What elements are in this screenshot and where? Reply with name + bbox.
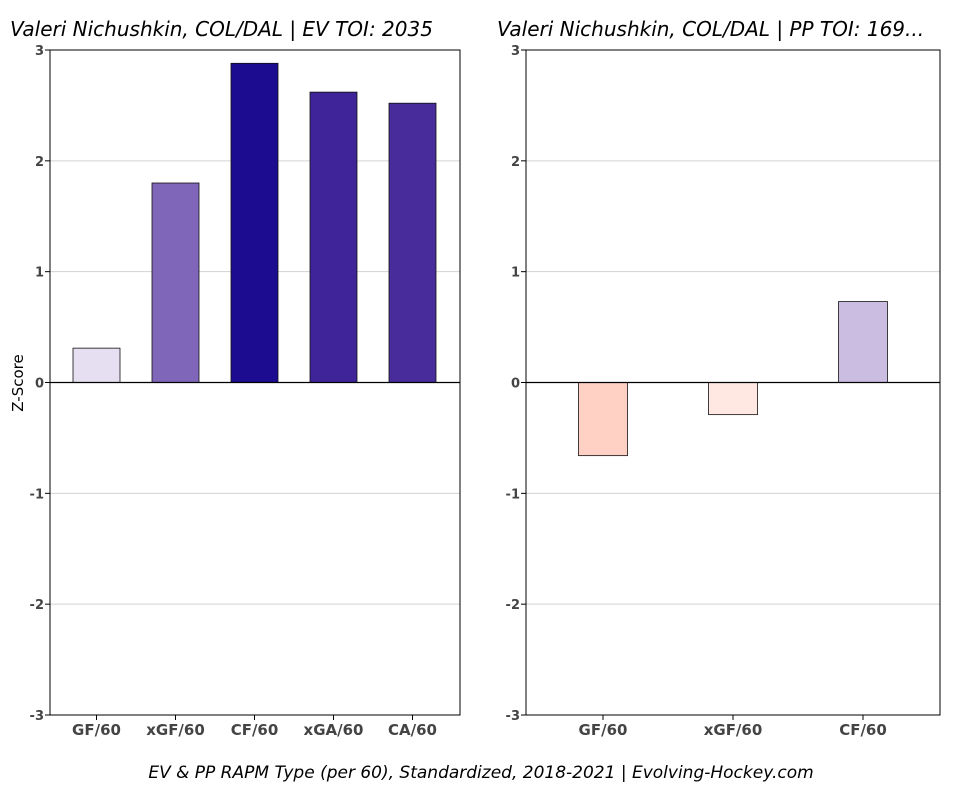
y-tick-label: -3 [30,709,44,724]
x-tick-label: CA/60 [388,721,437,739]
bar-cf-per-60 [230,62,279,383]
bar-xgf-per-60 [151,182,200,383]
y-tick-label: 0 [511,377,520,392]
y-tick-label: 1 [511,266,520,281]
x-tick-label: CF/60 [839,721,887,739]
y-tick-label: 3 [35,44,44,59]
y-tick-label: 3 [511,44,520,59]
left-panel-title: Valeri Nichushkin, COL/DAL | EV TOI: 203… [10,17,433,41]
x-tick-label: xGF/60 [146,721,205,739]
x-tick-label: xGA/60 [304,721,364,739]
right-panel-title: Valeri Nichushkin, COL/DAL | PP TOI: 169… [497,17,924,41]
y-tick-label: 0 [35,377,44,392]
x-tick-label: xGF/60 [704,721,763,739]
x-tick-label: CF/60 [231,721,279,739]
y-tick-label: 1 [35,266,44,281]
bar-gf-per-60 [72,347,121,383]
y-tick-label: 2 [511,155,520,170]
plot-frame [49,49,461,716]
y-tick-label: -3 [506,709,520,724]
y-axis-label: Z-Score [9,354,27,411]
bar-xgf-per-60 [708,382,758,416]
left-panel-ev: -3 -2 -1 0 1 2 3 GF/60 xGF/60 CF/60 xGA/60 CA/60 [30,44,461,739]
bar-gf-per-60 [578,382,628,457]
y-tick-label: -2 [30,598,44,613]
bar-ca-per-60 [388,102,437,383]
x-tick-label: GF/60 [579,721,628,739]
y-tick-label: 2 [35,155,44,170]
y-tick-label: -1 [506,487,520,502]
right-panel-pp: -3 -2 -1 0 1 2 3 GF/60 xGF/60 CF/60 [506,44,941,739]
x-tick-label: GF/60 [72,721,121,739]
bar-cf-per-60 [838,301,888,383]
plot-frame [525,49,941,716]
y-tick-label: -1 [30,487,44,502]
bar-xga-per-60 [309,91,358,383]
y-tick-label: -2 [506,598,520,613]
footer-caption: EV & PP RAPM Type (per 60), Standardized… [148,763,813,783]
